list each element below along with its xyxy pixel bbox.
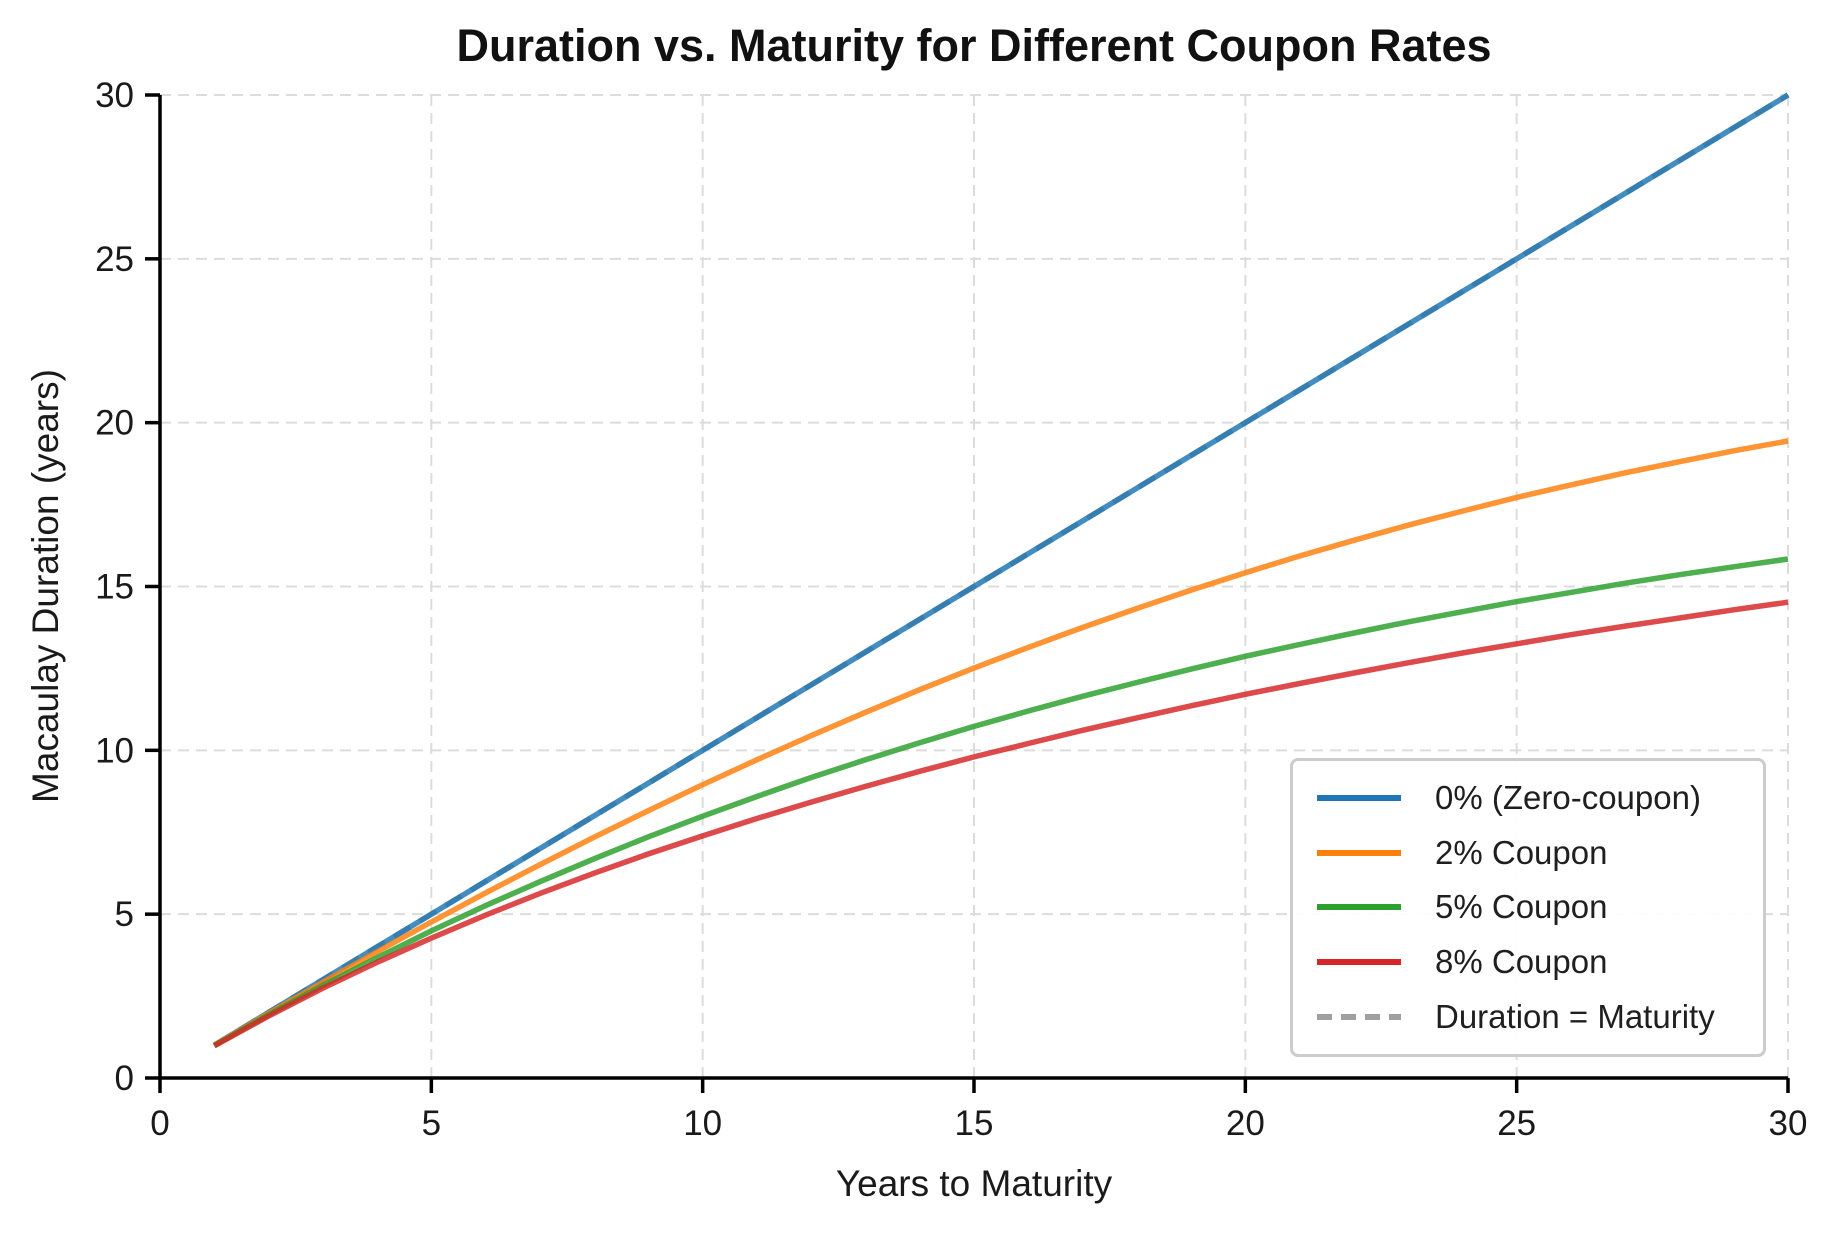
y-tick-label: 30 [95,76,134,115]
chart-title: Duration vs. Maturity for Different Coup… [456,20,1492,71]
legend-swatch-zero-coupon [1317,794,1401,801]
x-tick-label: 10 [683,1104,722,1143]
legend-swatch-duration-equals-maturity [1317,1014,1401,1021]
legend-swatch-5pct-coupon [1317,904,1401,911]
y-tick-label: 0 [115,1059,134,1098]
series-line [212,556,1789,1048]
y-axis-label: Macaulay Duration (years) [25,369,66,803]
legend-row-zero-coupon: 0% (Zero-coupon) [1293,772,1763,824]
legend-row-8pct-coupon: 8% Coupon [1293,936,1763,988]
legend-label-duration-equals-maturity: Duration = Maturity [1435,998,1715,1036]
legend-label-5pct-coupon: 5% Coupon [1435,888,1608,926]
x-tick-label: 5 [422,1104,441,1143]
y-tick-label: 10 [95,731,134,770]
series-line [212,599,1789,1049]
x-tick-label: 0 [150,1104,169,1143]
legend-label-zero-coupon: 0% (Zero-coupon) [1435,778,1701,816]
y-tick-label: 25 [95,240,134,279]
x-tick-label: 15 [955,1104,994,1143]
x-tick-label: 20 [1226,1104,1265,1143]
legend-label-2pct-coupon: 2% Coupon [1435,833,1608,871]
legend-row-2pct-coupon: 2% Coupon [1293,827,1763,879]
y-tick-label: 15 [95,568,134,607]
x-tick-label: 25 [1497,1104,1536,1143]
legend-row-duration-equals-maturity: Duration = Maturity [1293,991,1763,1043]
x-tick-label: 30 [1769,1104,1808,1143]
series-line [212,92,1790,1048]
legend-label-8pct-coupon: 8% Coupon [1435,943,1608,981]
legend: 0% (Zero-coupon) 2% Coupon 5% Coupon 8% … [1290,758,1766,1057]
legend-row-5pct-coupon: 5% Coupon [1293,881,1763,933]
y-tick-label: 5 [115,895,134,934]
series-line [212,438,1789,1048]
y-tick-label: 20 [95,404,134,443]
x-axis-label: Years to Maturity [835,1163,1113,1204]
legend-swatch-8pct-coupon [1317,959,1401,966]
legend-swatch-2pct-coupon [1317,849,1401,856]
